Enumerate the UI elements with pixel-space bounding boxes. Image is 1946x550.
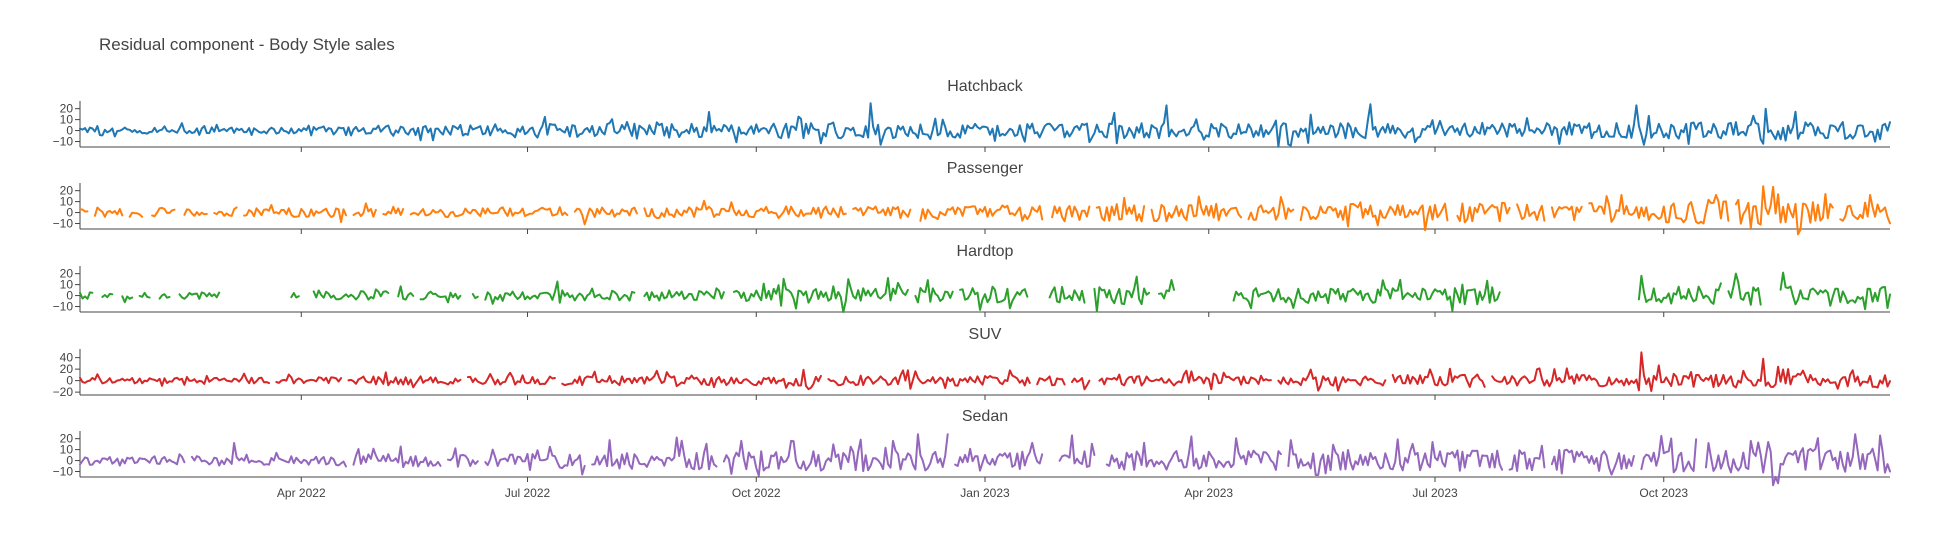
- panel-title: Hatchback: [947, 78, 1024, 95]
- series-line-passenger: [79, 185, 1891, 236]
- y-tick-label: 20: [60, 184, 74, 198]
- y-tick-label: 20: [60, 267, 74, 281]
- y-tick-label: −10: [53, 217, 74, 231]
- y-tick-label: 10: [60, 278, 74, 292]
- y-tick-label: −10: [53, 135, 74, 149]
- series-line-hardtop: [79, 271, 1891, 313]
- chart-title: Residual component - Body Style sales: [99, 35, 395, 54]
- x-tick-label: Apr 2023: [1184, 486, 1233, 500]
- y-tick-label: 20: [60, 432, 74, 446]
- y-tick-label: 0: [66, 454, 73, 468]
- panel-title: Sedan: [962, 408, 1008, 425]
- y-tick-label: −10: [53, 300, 74, 314]
- series-line-suv: [79, 351, 1891, 392]
- y-tick-label: 10: [60, 443, 74, 457]
- panel-title: SUV: [969, 326, 1002, 343]
- x-tick-label: Jul 2023: [1412, 486, 1458, 500]
- x-tick-label: Oct 2023: [1639, 486, 1688, 500]
- series-line-sedan: [79, 433, 1891, 487]
- x-tick-label: Oct 2022: [732, 486, 781, 500]
- panel-title: Passenger: [947, 160, 1024, 177]
- y-tick-label: 0: [66, 124, 73, 138]
- y-tick-label: 20: [60, 102, 74, 116]
- panels-group: Hatchback20100−10Passenger20100−10Hardto…: [53, 78, 1891, 500]
- y-tick-label: 0: [66, 289, 73, 303]
- y-tick-label: 0: [66, 206, 73, 220]
- y-tick-label: 40: [60, 351, 74, 365]
- x-tick-label: Apr 2022: [277, 486, 326, 500]
- panel-title: Hardtop: [957, 243, 1014, 260]
- series-line-hatchback: [79, 102, 1891, 148]
- y-tick-label: −10: [53, 465, 74, 479]
- x-tick-label: Jul 2022: [505, 486, 551, 500]
- y-tick-label: 0: [66, 374, 73, 388]
- y-tick-label: 20: [60, 362, 74, 376]
- y-tick-label: 10: [60, 113, 74, 127]
- y-tick-label: −20: [53, 385, 74, 399]
- x-tick-label: Jan 2023: [960, 486, 1010, 500]
- y-tick-label: 10: [60, 195, 74, 209]
